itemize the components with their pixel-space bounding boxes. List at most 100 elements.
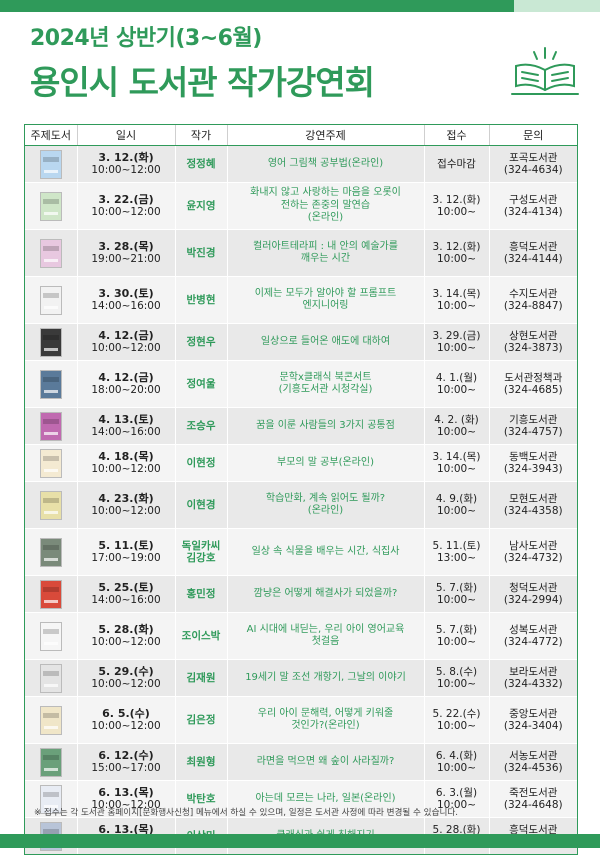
registration-time: 10:00~ [436, 720, 477, 732]
library-name: 모현도서관 [509, 492, 558, 505]
table-row: 6. 12.(수) 15:00~17:00 최원형 라면을 먹으면 왜 숲이 사라질까… [25, 743, 577, 781]
book-cover-cell [25, 276, 77, 324]
library-phone: (324-2994) [503, 594, 563, 606]
lecture-time: 10:00~12:00 [91, 164, 161, 176]
registration-date: 3. 12.(화) [432, 240, 481, 253]
registration-cell: 5. 7.(화) 10:00~ [423, 575, 489, 613]
col-header-author: 작가 [174, 125, 227, 146]
book-cover-image [39, 369, 62, 399]
book-cover-cell [25, 229, 77, 277]
author-cell: 독일카씨 김강호 [174, 528, 227, 576]
lecture-time: 10:00~12:00 [91, 636, 161, 648]
lecture-time: 17:00~19:00 [91, 552, 161, 564]
library-name: 죽전도서관 [509, 786, 558, 799]
topic-cell: 부모의 말 공부(온라인) [226, 444, 424, 482]
library-name: 동백도서관 [509, 450, 558, 463]
registration-date: 5. 7.(화) [435, 581, 478, 594]
lecture-date: 6. 12.(수) [98, 748, 154, 762]
author-cell: 최원형 [174, 743, 227, 781]
contact-cell: 보라도서관 (324-4332) [488, 659, 577, 697]
lecture-date: 4. 23.(화) [98, 491, 154, 505]
library-name: 남사도서관 [509, 539, 558, 552]
library-name: 수지도서관 [509, 287, 558, 300]
cover-band [42, 245, 59, 251]
lecture-date: 4. 18.(목) [98, 449, 154, 463]
library-phone: (324-3943) [503, 463, 563, 475]
cover-band [42, 544, 59, 550]
topic-cell: 깜냥은 어떻게 해결사가 되었을까? [226, 575, 424, 613]
cover-band [42, 791, 59, 797]
col-header-topic: 강연주제 [226, 125, 424, 146]
lecture-date: 4. 12.(금) [98, 328, 154, 342]
book-cover-cell [25, 575, 77, 613]
lecture-date: 6. 13.(목) [98, 785, 154, 799]
library-phone: (324-4144) [503, 253, 563, 265]
registration-time: 10:00~ [436, 206, 477, 218]
registration-time: 10:00~ [436, 342, 477, 354]
registration-cell: 3. 14.(목) 10:00~ [423, 444, 489, 482]
cover-band [42, 497, 59, 503]
lecture-schedule-table: 주제도서 일시 작가 강연주제 접수 문의 3. 12.(화) 10:00~12:… [24, 124, 578, 855]
library-name: 보라도서관 [509, 665, 558, 678]
contact-cell: 흥덕도서관(324-4144) [488, 229, 577, 277]
library-name: 구성도서관 [509, 193, 558, 206]
author-cell: 홍민정 [174, 575, 227, 613]
registration-time: 10:00~ [436, 300, 477, 312]
lecture-time: 15:00~17:00 [91, 762, 161, 774]
datetime-cell: 4. 18.(목) 10:00~12:00 [76, 444, 175, 482]
datetime-cell: 5. 11.(토) 17:00~19:00 [76, 528, 175, 576]
library-name: 흥덕도서관 [509, 240, 558, 253]
library-phone: (324-4732) [503, 552, 563, 564]
lecture-time: 10:00~12:00 [91, 342, 161, 354]
library-name: 포곡도서관 [509, 151, 558, 164]
registration-date: 3. 12.(화) [432, 193, 481, 206]
contact-cell: 서농도서관 (324-4536) [488, 743, 577, 781]
contact-cell: 남사도서관 (324-4732) [488, 528, 577, 576]
table-row: 5. 29.(수) 10:00~12:00 김재원 19세기 말 조선 개항기, 그날… [25, 659, 577, 697]
lecture-date: 5. 11.(토) [98, 538, 154, 552]
library-name: 중앙도서관 [509, 707, 558, 720]
author-cell: 이현정 [174, 444, 227, 482]
book-cover-image [39, 621, 62, 651]
table-row: 4. 23.(화) 10:00~12:00 이현경 학습만화, 계속 읽어도 될까?(… [25, 481, 577, 529]
col-header-registration: 접수 [423, 125, 489, 146]
bottom-accent-bar [0, 834, 600, 848]
library-name: 기흥도서관 [509, 413, 558, 426]
author-cell: 박탄호 [174, 780, 227, 818]
footnote: ※ 접수는 각 도서관 홈페이지[문화행사신청] 메뉴에서 하실 수 있으며, … [34, 808, 459, 818]
book-cover-image [39, 784, 62, 814]
book-cover-image [39, 705, 62, 735]
registration-cell: 4. 1.(월) 10:00~ [423, 360, 489, 408]
author-cell: 윤지영 [174, 182, 227, 230]
library-phone: (324-4757) [503, 426, 563, 438]
lecture-date: 5. 25.(토) [98, 580, 154, 594]
registration-date: 4. 1.(월) [435, 371, 478, 384]
contact-cell: 도서관정책과 (324-4685) [488, 360, 577, 408]
topic-cell: AI 시대에 내딛는, 우리 아이 영어교육 첫걸음 [226, 612, 424, 660]
book-cover-cell [25, 182, 77, 230]
book-cover-cell [25, 407, 77, 445]
registration-date: 5. 11.(토) [432, 539, 481, 552]
registration-cell: 4. 2. (화) 10:00~ [423, 407, 489, 445]
library-name: 성복도서관 [509, 623, 558, 636]
table-row: 3. 12.(화) 10:00~12:00 정정혜 영어 그림책 공부법(온라인) 접수… [25, 145, 577, 183]
cover-band [42, 334, 59, 340]
library-name: 서농도서관 [509, 749, 558, 762]
registration-time: 10:00~ [436, 253, 477, 265]
contact-cell: 성복도서관 (324-4772) [488, 612, 577, 660]
library-phone: (324-4134) [503, 206, 563, 218]
registration-time: 10:00~ [436, 678, 477, 690]
table-row: 4. 12.(금) 18:00~20:00 정여울 문학x클래식 북콘서트 (기흥도서관… [25, 360, 577, 408]
datetime-cell: 3. 12.(화) 10:00~12:00 [76, 145, 175, 183]
contact-cell: 구성도서관 (324-4134) [488, 182, 577, 230]
lecture-time: 10:00~12:00 [91, 678, 161, 690]
book-cover-image [39, 285, 62, 315]
cover-band [42, 198, 59, 204]
book-cover-image [39, 238, 62, 268]
registration-cell: 3. 29.(금) 10:00~ [423, 323, 489, 361]
contact-cell: 상현도서관 (324-3873) [488, 323, 577, 361]
registration-time: 10:00~ [436, 505, 477, 517]
col-header-book: 주제도서 [25, 125, 77, 146]
col-header-datetime: 일시 [76, 125, 175, 146]
datetime-cell: 4. 12.(금) 18:00~20:00 [76, 360, 175, 408]
